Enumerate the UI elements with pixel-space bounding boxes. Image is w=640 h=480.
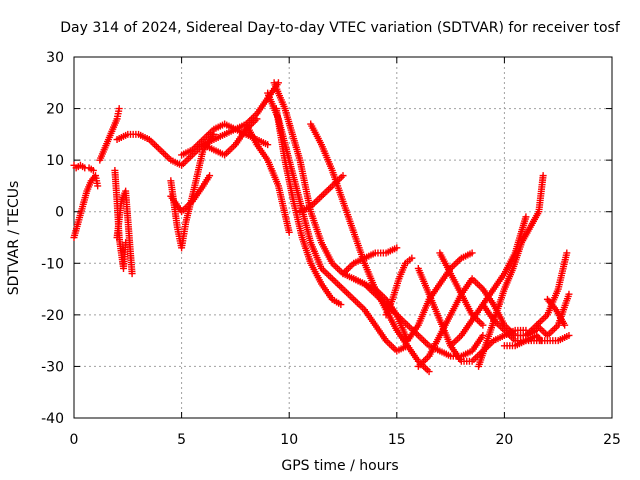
series-track-2 <box>70 172 102 241</box>
series-track-19 <box>382 254 416 319</box>
data-points <box>70 79 573 376</box>
chart-title: Day 314 of 2024, Sidereal Day-to-day VTE… <box>60 20 621 36</box>
data-point <box>285 228 293 236</box>
data-point <box>522 213 530 221</box>
data-point <box>253 115 261 123</box>
data-point <box>479 331 487 339</box>
x-tick-label: 5 <box>177 432 186 448</box>
data-point <box>425 368 433 376</box>
x-tick-label: 10 <box>280 432 298 448</box>
y-tick-label: -10 <box>41 256 64 272</box>
data-point <box>89 166 97 174</box>
y-tick-label: 20 <box>46 102 64 118</box>
y-tick-label: 10 <box>46 153 64 169</box>
series-track-29 <box>533 290 573 339</box>
series-track-30 <box>543 295 569 329</box>
data-point <box>115 105 123 113</box>
series-track-3 <box>96 105 123 164</box>
data-point <box>565 290 573 298</box>
y-tick-label: -30 <box>41 359 64 375</box>
series-track-16 <box>307 120 433 376</box>
series-track-8 <box>167 172 214 216</box>
x-tick-label: 15 <box>388 432 406 448</box>
series-track-11 <box>242 120 293 236</box>
series-track-14 <box>272 105 345 309</box>
y-tick-label: -40 <box>41 411 64 427</box>
x-tick-label: 0 <box>70 432 79 448</box>
plot-frame <box>73 56 613 419</box>
data-point <box>563 249 571 257</box>
x-tick-label: 20 <box>495 432 513 448</box>
series-track-1 <box>70 161 97 174</box>
data-point <box>337 301 345 309</box>
grid-lines <box>74 57 612 418</box>
y-tick-label: 0 <box>55 205 64 221</box>
data-point <box>539 172 547 180</box>
x-tick-label: 25 <box>603 432 621 448</box>
series-track-27 <box>500 331 573 350</box>
series-track-6 <box>113 79 282 169</box>
data-point <box>561 321 569 329</box>
data-point <box>408 254 416 262</box>
y-axis-label: SDTVAR / TECUs <box>6 181 22 296</box>
series-track-17 <box>339 244 401 278</box>
y-tick-label: 30 <box>46 50 64 66</box>
x-axis-label: GPS time / hours <box>281 458 398 474</box>
data-point <box>339 172 347 180</box>
data-point <box>206 172 214 180</box>
series-track-26 <box>475 172 547 370</box>
data-point <box>479 321 487 329</box>
data-point <box>393 244 401 252</box>
data-point <box>468 249 476 257</box>
axis-ticks: 0 5 10 15 20 25 -40 -30 -20 -10 0 10 20 30 <box>41 50 621 448</box>
data-point <box>128 270 136 278</box>
series-track-5 <box>113 187 136 278</box>
y-tick-label: -20 <box>41 308 64 324</box>
series-track-24 <box>447 213 530 350</box>
data-point <box>565 331 573 339</box>
data-point <box>264 141 272 149</box>
data-point <box>94 182 102 190</box>
